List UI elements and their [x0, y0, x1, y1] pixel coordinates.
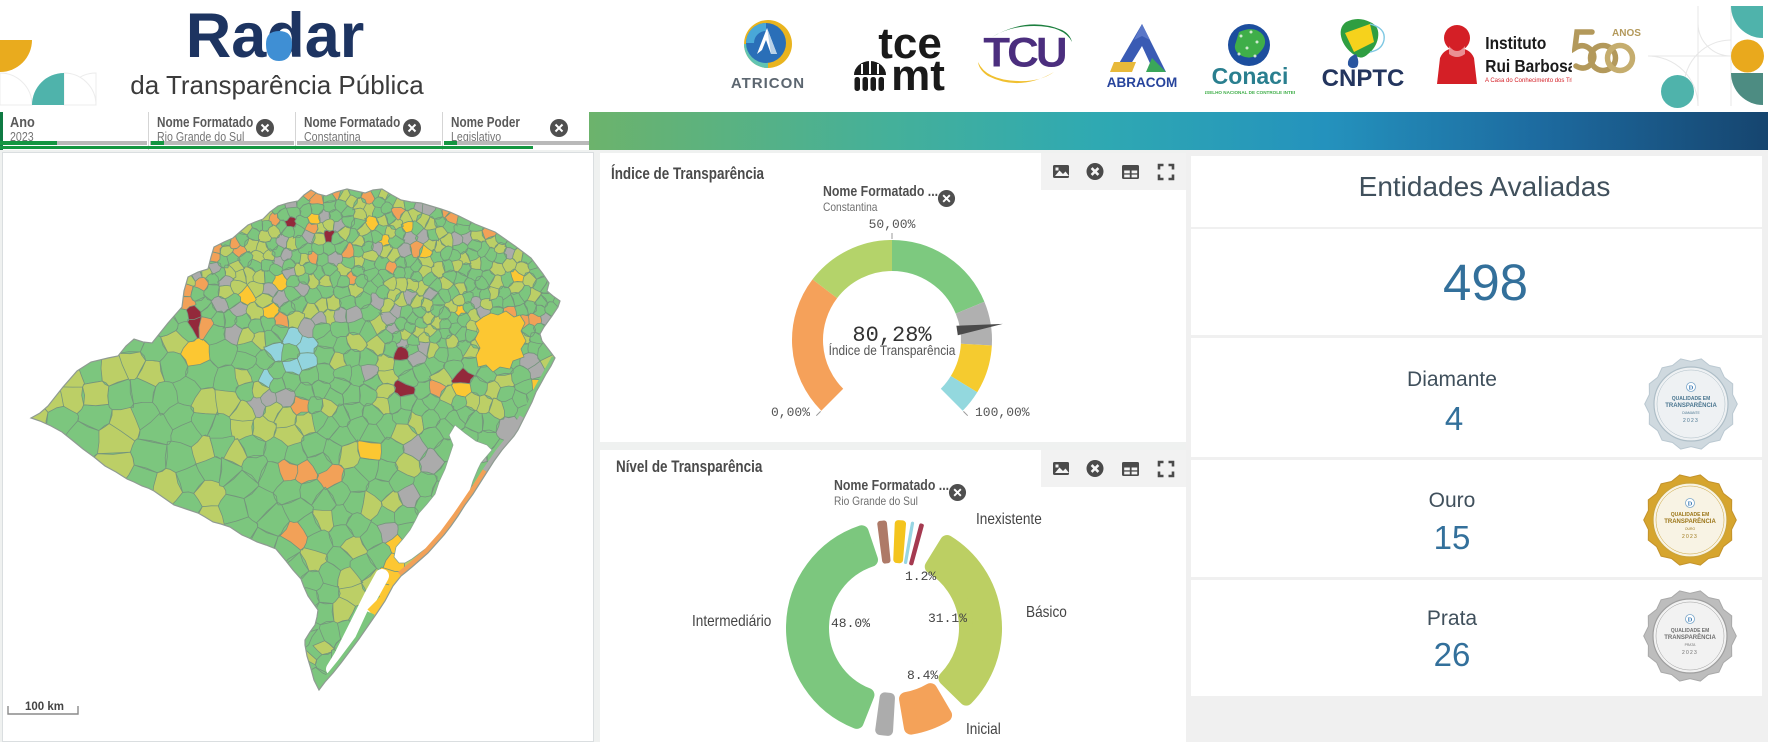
svg-text:Conaci: Conaci: [1212, 63, 1289, 89]
svg-text:tce: tce: [878, 20, 942, 68]
svg-text:TRANSPARÊNCIA: TRANSPARÊNCIA: [1664, 517, 1716, 525]
svg-text:CONSELHO NACIONAL DE CONTROLE: CONSELHO NACIONAL DE CONTROLE INTERNO: [1205, 90, 1295, 95]
svg-text:ABRACOM: ABRACOM: [1107, 75, 1178, 90]
svg-text:ATRICON: ATRICON: [731, 75, 805, 92]
svg-text:CNPTC: CNPTC: [1322, 65, 1405, 92]
svg-text:ANOS: ANOS: [1612, 28, 1641, 39]
svg-text:TRANSPARÊNCIA: TRANSPARÊNCIA: [1664, 633, 1716, 641]
svg-text:QUALIDADE EM: QUALIDADE EM: [1671, 512, 1710, 518]
svg-text:QUALIDADE EM: QUALIDADE EM: [1672, 396, 1711, 402]
svg-text:A Casa do Conhecimento dos Tri: A Casa do Conhecimento dos Tribunais de …: [1485, 78, 1572, 84]
svg-text:Instituto: Instituto: [1485, 33, 1546, 53]
svg-text:D: D: [1688, 617, 1693, 624]
svg-text:2023: 2023: [1682, 534, 1698, 540]
svg-text:TRANSPARÊNCIA: TRANSPARÊNCIA: [1665, 401, 1717, 409]
svg-text:mt: mt: [891, 51, 945, 96]
svg-text:DIAMANTE: DIAMANTE: [1682, 411, 1700, 415]
svg-text:OURO: OURO: [1685, 527, 1696, 531]
svg-text:PRATA: PRATA: [1685, 643, 1697, 647]
svg-text:Rui Barbosa: Rui Barbosa: [1485, 56, 1572, 76]
svg-text:TCU: TCU: [983, 30, 1065, 77]
svg-text:D: D: [1688, 501, 1693, 508]
svg-text:2023: 2023: [1682, 650, 1698, 656]
svg-text:D: D: [1689, 385, 1694, 392]
svg-text:2023: 2023: [1683, 418, 1699, 424]
svg-text:QUALIDADE EM: QUALIDADE EM: [1671, 628, 1710, 634]
